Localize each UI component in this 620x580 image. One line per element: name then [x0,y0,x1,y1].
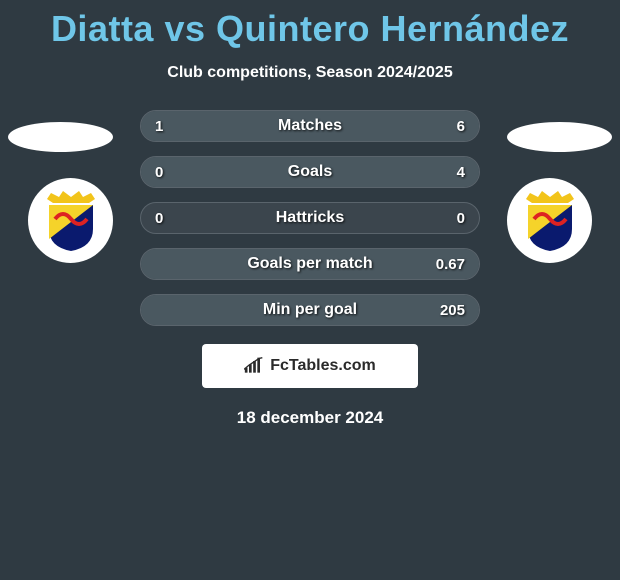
stat-bar: 0.67Goals per match [140,248,480,280]
bar-chart-icon [244,357,264,375]
stat-bar: 04Goals [140,156,480,188]
brand-text: FcTables.com [270,357,376,375]
bar-fill-right [188,111,479,141]
stat-row: 0 0Hattricks [140,202,480,234]
bar-fill-left [141,111,188,141]
stat-row: 0.67Goals per match [140,248,480,280]
date-text: 18 december 2024 [0,408,620,428]
page-title: Diatta vs Quintero Hernández [0,0,620,50]
stat-row: 04Goals [140,156,480,188]
stat-value-right: 0 [457,203,465,233]
stat-label: Hattricks [141,203,479,233]
bar-fill-right [141,157,479,187]
stat-bar: 16Matches [140,110,480,142]
stat-value-left: 0 [155,203,163,233]
brand-box: FcTables.com [202,344,418,388]
stat-row: 205Min per goal [140,294,480,326]
stats-rows: 16Matches 04Goals 0 0Hattricks 0.67Goals per… [0,110,620,326]
subtitle: Club competitions, Season 2024/2025 [0,64,620,82]
stat-bar: 0 0Hattricks [140,202,480,234]
stat-row: 16Matches [140,110,480,142]
stat-bar: 205Min per goal [140,294,480,326]
bar-fill-right [141,249,479,279]
bar-fill-right [141,295,479,325]
